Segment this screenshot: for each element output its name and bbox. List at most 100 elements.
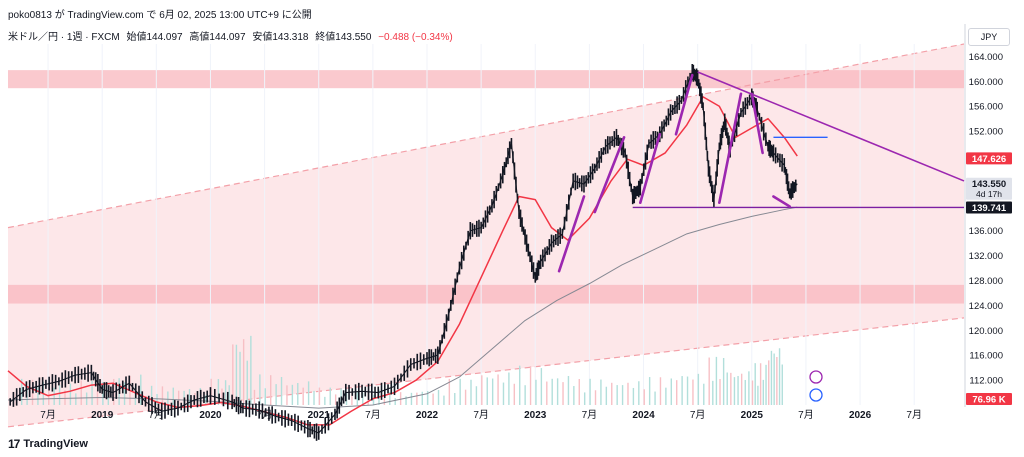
volume-bar bbox=[432, 393, 434, 405]
chart-axes: 7月 2019 7月 2020 7月 2021 7月 2022 7月 2023 7月 2024 7月 20… bbox=[40, 24, 1012, 421]
volume-bar bbox=[719, 379, 721, 405]
volume-bar bbox=[638, 381, 640, 405]
volume-bar bbox=[217, 379, 220, 405]
volume-bar bbox=[286, 385, 288, 405]
volume-bar bbox=[773, 353, 775, 405]
volume-bar bbox=[681, 376, 683, 405]
x-tick-label: 7月 bbox=[40, 409, 56, 421]
volume-bar bbox=[399, 392, 402, 405]
volume-bar bbox=[583, 392, 586, 405]
volume-bar bbox=[627, 382, 629, 405]
volume-bar bbox=[188, 389, 191, 405]
volume-bar bbox=[502, 382, 505, 405]
volume-bar bbox=[91, 380, 93, 405]
symbol-name[interactable]: 米ドル／円 · 1週 · FXCM bbox=[8, 32, 120, 43]
volume-bar bbox=[69, 383, 72, 405]
tradingview-logo[interactable]: 17 TradingView bbox=[8, 437, 88, 451]
volume-bar bbox=[250, 335, 252, 405]
volume-bar bbox=[416, 392, 418, 405]
volume-bar bbox=[156, 394, 158, 405]
volume-bar bbox=[708, 357, 710, 405]
price-label-1: 147.626 bbox=[972, 154, 1006, 165]
volume-bar bbox=[551, 378, 553, 405]
volume-bar bbox=[778, 348, 781, 405]
volume-bar bbox=[172, 387, 174, 405]
volume-bar bbox=[670, 378, 672, 405]
y-tick-label: 116.000 bbox=[969, 351, 1003, 362]
currency-badge[interactable]: JPY bbox=[968, 28, 1010, 46]
tradingview-logo-text: TradingView bbox=[23, 438, 88, 450]
volume-bar bbox=[726, 372, 728, 405]
volume-bar bbox=[318, 387, 321, 405]
x-tick-label: 2020 bbox=[199, 410, 222, 421]
y-tick-label: 160.000 bbox=[969, 77, 1003, 88]
price-label-box-2 bbox=[966, 177, 1012, 200]
channel-lower-line bbox=[7, 317, 965, 428]
long-ma-line bbox=[7, 206, 798, 409]
volume-bar bbox=[53, 387, 55, 405]
ohlc-high: 高値144.097 bbox=[189, 32, 246, 43]
volume-bar bbox=[37, 386, 39, 405]
volume-bar bbox=[161, 386, 164, 405]
wave-segment-7 bbox=[772, 195, 791, 208]
volume-bar bbox=[246, 360, 248, 405]
x-tick-label: 7月 bbox=[690, 409, 706, 421]
volume-bar bbox=[235, 344, 238, 405]
x-tick-label: 2024 bbox=[632, 410, 655, 421]
volume-bar bbox=[776, 356, 778, 405]
volume-bar bbox=[751, 380, 754, 405]
volume-bar bbox=[757, 385, 759, 405]
chart-annotations bbox=[557, 71, 965, 402]
wave-segment-5 bbox=[718, 92, 743, 205]
volume-bar bbox=[676, 380, 678, 405]
x-tick-label: 7月 bbox=[365, 409, 381, 421]
y-tick-label: 124.000 bbox=[969, 301, 1003, 312]
volume-bar bbox=[733, 377, 736, 405]
x-tick-label: 2023 bbox=[524, 410, 547, 421]
ohlc-low: 安値143.318 bbox=[252, 32, 309, 43]
y-tick-label: 136.000 bbox=[969, 226, 1003, 237]
channel-fill bbox=[8, 44, 964, 427]
channel-upper-line bbox=[7, 43, 965, 229]
y-tick-label: 132.000 bbox=[969, 251, 1003, 262]
volume-bar bbox=[605, 386, 608, 405]
volume-bar bbox=[259, 374, 261, 405]
volume-bar bbox=[730, 372, 732, 405]
volume-bar bbox=[275, 384, 277, 405]
volume-bar bbox=[264, 388, 266, 405]
volume-bar bbox=[464, 389, 467, 405]
volume-bar bbox=[508, 372, 510, 405]
price-label-box-3 bbox=[966, 201, 1012, 214]
volume-bar bbox=[712, 380, 714, 405]
volume-bar bbox=[513, 383, 516, 405]
volume-bar bbox=[744, 379, 746, 405]
volume-bar bbox=[167, 391, 169, 405]
volume-bar bbox=[224, 380, 227, 405]
volume-bar bbox=[643, 389, 645, 405]
volume-bar bbox=[535, 379, 537, 405]
volume-bar bbox=[765, 364, 767, 405]
volume-bar bbox=[140, 374, 142, 405]
x-tick-label: 2019 bbox=[91, 410, 114, 421]
volume-bar bbox=[297, 382, 299, 405]
y-tick-label: 164.000 bbox=[969, 52, 1003, 63]
volume-bar bbox=[737, 375, 739, 405]
y-tick-label: 152.000 bbox=[969, 127, 1003, 138]
price-label-2: 143.550 bbox=[972, 179, 1006, 190]
volume-bar bbox=[781, 364, 783, 405]
volume-bar bbox=[96, 389, 99, 405]
volume-bar bbox=[768, 360, 770, 405]
volume-bar bbox=[556, 378, 559, 405]
volume-bar bbox=[64, 390, 66, 405]
volume-bar bbox=[228, 385, 230, 405]
wave-segment-4 bbox=[674, 73, 694, 136]
volume-bar bbox=[253, 389, 256, 405]
volume-bar bbox=[715, 356, 718, 405]
volume-bar bbox=[75, 393, 77, 405]
ohlc-close: 終値143.550 bbox=[315, 32, 372, 43]
volume-bar bbox=[470, 379, 472, 405]
volume-bar bbox=[177, 390, 180, 405]
event-icon bbox=[809, 370, 823, 384]
x-tick-label: 2022 bbox=[416, 410, 439, 421]
